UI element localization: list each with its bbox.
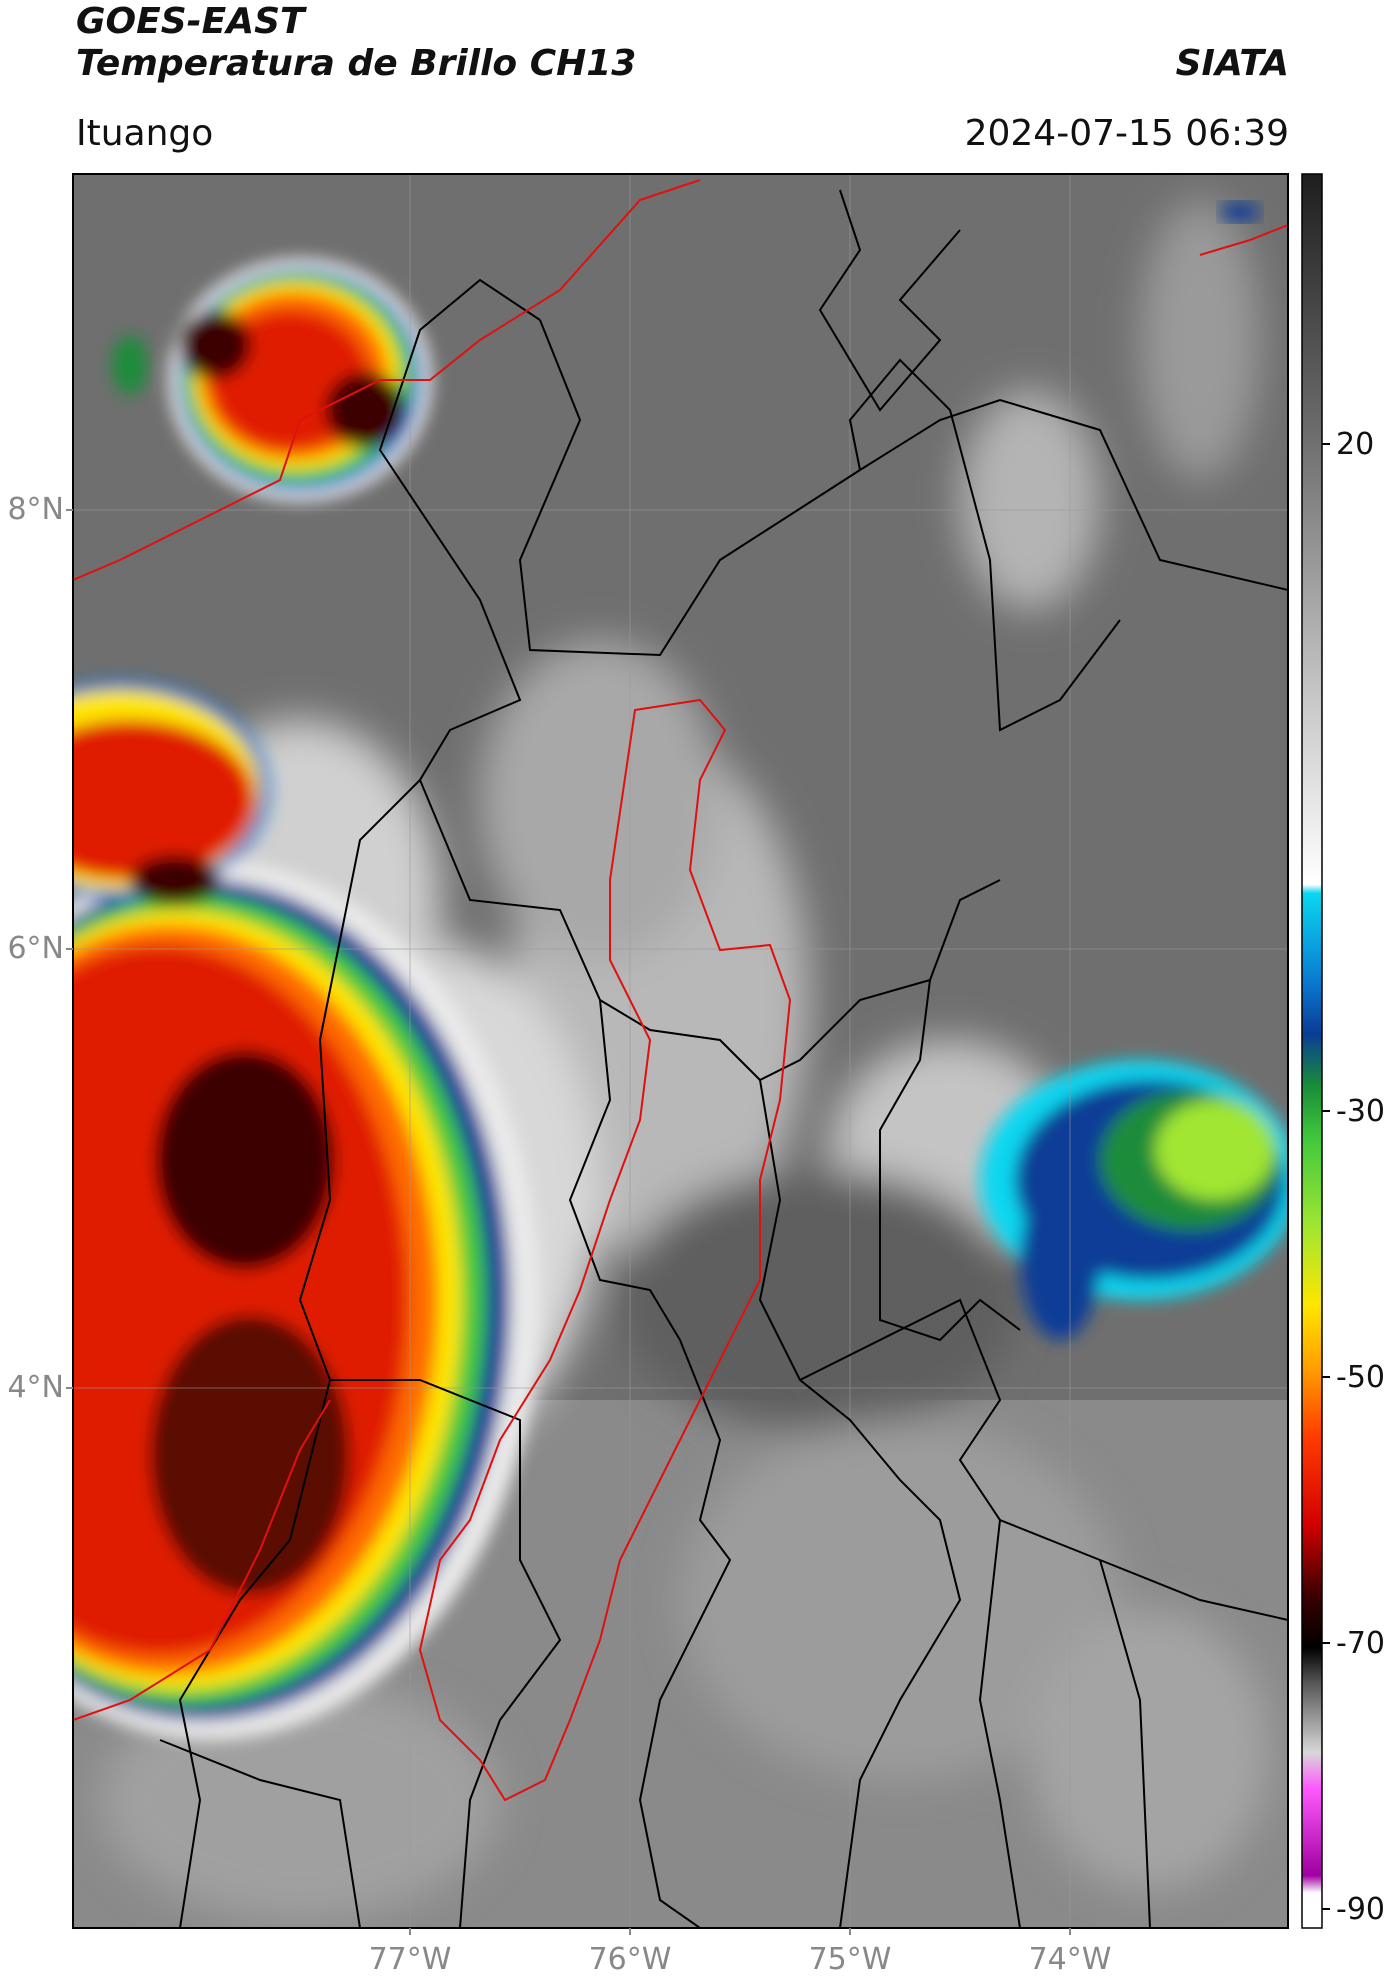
lon-label-74w: 74°W xyxy=(1028,1942,1112,1977)
product-title: Temperatura de Brillo CH13 xyxy=(76,43,637,84)
lon-label-76w: 76°W xyxy=(588,1942,672,1977)
location-label: Ituango xyxy=(76,113,214,154)
lat-label-8n: 8°N xyxy=(7,492,64,527)
map-frame xyxy=(72,173,1289,1929)
political-boundaries xyxy=(159,189,1288,1928)
colorbar-tick-minus70: -70 xyxy=(1336,1626,1384,1661)
storm-southwest xyxy=(73,680,540,1740)
lon-label-77w: 77°W xyxy=(368,1942,452,1977)
agency-label: SIATA xyxy=(1175,43,1289,84)
colorbar-tick-20: 20 xyxy=(1336,427,1375,462)
datetime-label: 2024-07-15 06:39 xyxy=(964,113,1289,154)
map-image xyxy=(73,174,1288,1928)
colorbar-tick-minus30: -30 xyxy=(1336,1094,1384,1129)
storm-east xyxy=(980,1060,1288,1340)
colorbar-tick-minus90: -90 xyxy=(1336,1892,1384,1927)
lat-label-6n: 6°N xyxy=(7,931,64,966)
lon-label-75w: 75°W xyxy=(808,1942,892,1977)
lat-label-4n: 4°N xyxy=(7,1370,64,1405)
satellite-title: GOES-EAST xyxy=(76,1,305,42)
basin-outline xyxy=(73,179,1288,1802)
colorbar xyxy=(1301,173,1330,1929)
storm-northwest xyxy=(112,258,432,502)
colorbar-tick-minus50: -50 xyxy=(1336,1360,1384,1395)
